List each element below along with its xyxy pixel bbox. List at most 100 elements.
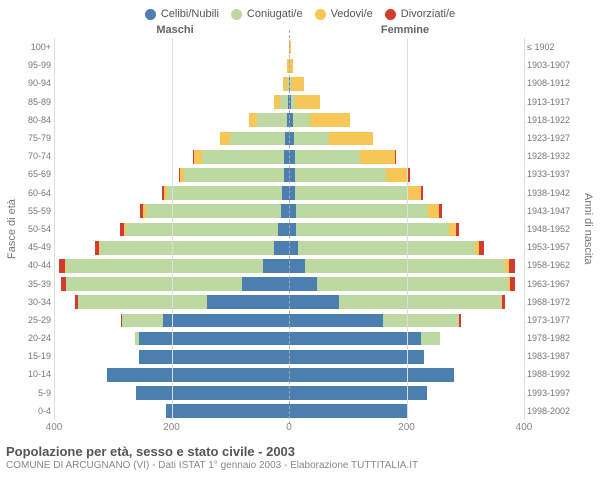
y-axis-left-title: Fasce di età [6,38,20,420]
segment-w [291,77,304,91]
y-axis-right-title: Anni di nascita [580,38,594,420]
segment-w [428,204,439,218]
birth-year-label: 1903-1907 [524,56,580,74]
female-bar [289,168,524,182]
birth-year-label: 1978-1982 [524,329,580,347]
segment-w [360,150,395,164]
age-label: 50-54 [20,220,54,238]
age-label: 40-44 [20,256,54,274]
male-bar [54,332,289,346]
segment-s [139,350,289,364]
segment-s [166,404,289,418]
female-bar [289,223,524,237]
segment-m [202,150,284,164]
female-bar [289,277,524,291]
segment-m [421,332,440,346]
caption: Popolazione per età, sesso e stato civil… [6,444,594,471]
segment-s [242,277,289,291]
segment-s [289,204,296,218]
caption-title: Popolazione per età, sesso e stato civil… [6,444,594,459]
segment-m [280,95,288,109]
segment-m [100,241,273,255]
segment-m [257,113,286,127]
male-bar [54,41,289,55]
age-label: 45-49 [20,238,54,256]
female-bar [289,132,524,146]
segment-s [107,368,289,382]
segment-d [479,241,484,255]
x-ticks: 4002000200400 [54,422,524,436]
age-label: 10-14 [20,365,54,383]
birth-year-label: 1968-1972 [524,293,580,311]
male-bar [54,59,289,73]
segment-s [289,295,339,309]
segment-s [136,386,289,400]
segment-m [167,186,282,200]
birth-year-label: ≤ 1902 [524,38,580,56]
segment-m [230,132,286,146]
segment-m [295,150,360,164]
segment-m [296,223,449,237]
age-label: 55-59 [20,202,54,220]
birth-year-label: 1928-1932 [524,147,580,165]
population-pyramid-chart: Celibi/NubiliConiugati/eVedovi/eDivorzia… [0,0,600,500]
legend-swatch [231,9,242,20]
birth-year-label: 1983-1987 [524,347,580,365]
female-bar [289,368,524,382]
male-bar [54,150,289,164]
female-bar [289,59,524,73]
segment-s [289,314,383,328]
male-bar [54,277,289,291]
legend-label: Celibi/Nubili [161,8,219,20]
birth-year-label: 1948-1952 [524,220,580,238]
segment-s [289,404,407,418]
male-bar [54,386,289,400]
segment-d [421,186,423,200]
segment-m [146,204,281,218]
y-axis-age: 100+95-9990-9485-8980-8475-7970-7465-696… [20,38,54,420]
age-label: 0-4 [20,402,54,420]
segment-s [289,368,454,382]
segment-s [282,186,289,200]
male-bar [54,204,289,218]
legend-swatch [385,9,396,20]
female-bar [289,241,524,255]
female-bar [289,150,524,164]
birth-year-label: 1908-1912 [524,74,580,92]
female-bar [289,350,524,364]
segment-d [502,295,506,309]
segment-m [126,223,279,237]
segment-d [459,314,460,328]
legend-swatch [145,9,156,20]
age-label: 25-29 [20,311,54,329]
x-tick-label: 400 [516,422,533,433]
x-tick-label: 200 [163,422,180,433]
male-bar [54,77,289,91]
segment-s [274,241,289,255]
legend-item: Coniugati/e [231,8,303,20]
segment-s [289,277,317,291]
segment-w [220,132,229,146]
segment-s [207,295,289,309]
female-bar [289,204,524,218]
age-label: 90-94 [20,74,54,92]
x-tick-label: 400 [46,422,63,433]
segment-m [122,314,163,328]
age-label: 35-39 [20,274,54,292]
segment-m [317,277,508,291]
female-bar [289,332,524,346]
segment-m [339,295,501,309]
female-bar [289,41,524,55]
female-bar [289,386,524,400]
segment-w [386,168,408,182]
male-bar [54,113,289,127]
birth-year-label: 1988-1992 [524,365,580,383]
gender-header: Maschi Femmine [6,24,594,36]
segment-d [439,204,442,218]
plot-area: Fasce di età 100+95-9990-9485-8980-8475-… [6,38,594,420]
female-bar [289,77,524,91]
female-bar [289,95,524,109]
segment-m [294,132,329,146]
male-bar [54,350,289,364]
age-label: 100+ [20,38,54,56]
